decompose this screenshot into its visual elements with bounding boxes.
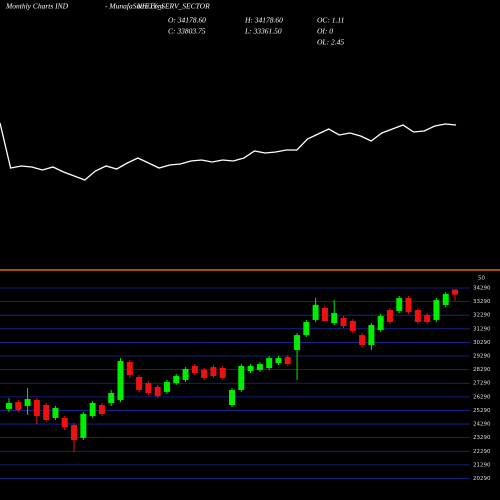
candle-body — [210, 367, 217, 377]
candle-body — [368, 325, 375, 346]
candle-body — [275, 358, 282, 363]
candle-body — [108, 393, 115, 403]
candle-body — [303, 322, 310, 336]
header-oi: OI: 0 — [317, 27, 333, 36]
corner-label: 50 — [478, 276, 485, 282]
header-ol: OL: 2.45 — [317, 38, 344, 47]
candle-body — [98, 405, 105, 414]
candle-body — [396, 298, 403, 311]
y-tick-label: 24290 — [473, 422, 491, 428]
y-tick-label: 25290 — [473, 408, 491, 414]
y-tick-label: 27290 — [473, 381, 491, 387]
candle-body — [405, 298, 412, 313]
header-low: L: 33361.50 — [244, 27, 282, 36]
candle-body — [61, 417, 68, 428]
header-left: Monthly Charts IND — [5, 2, 69, 11]
candle-body — [154, 386, 161, 397]
y-tick-label: 22290 — [473, 449, 491, 455]
candle-body — [331, 313, 338, 323]
y-tick-label: 26290 — [473, 394, 491, 400]
y-tick-label: 30290 — [473, 340, 491, 346]
candle-body — [433, 300, 440, 320]
candle-body — [229, 390, 235, 406]
y-tick-label: 28290 — [473, 367, 491, 373]
header-high: H: 34178.60 — [244, 16, 283, 25]
candle-body — [442, 293, 449, 306]
candle-body — [219, 368, 226, 378]
candle-body — [136, 376, 143, 391]
y-tick-label: 32290 — [473, 313, 491, 319]
candle-body — [386, 310, 393, 323]
y-tick-label: 21290 — [473, 462, 491, 468]
candle-body — [256, 364, 263, 371]
y-tick-label: 34290 — [473, 286, 491, 292]
candle-body — [359, 335, 366, 346]
header-open: O: 34178.60 — [168, 16, 206, 25]
y-tick-label: 23290 — [473, 435, 491, 441]
indicator-line — [0, 122, 457, 181]
candle-body — [15, 402, 22, 411]
candle-body — [117, 361, 124, 400]
header-close: C: 33803.75 — [168, 27, 206, 36]
candle-body — [191, 365, 198, 374]
candle-body — [414, 310, 421, 323]
candle-body — [173, 376, 180, 383]
y-tick-label: 20290 — [473, 476, 491, 482]
candle-body — [89, 402, 96, 417]
candle-body — [24, 399, 31, 406]
candle-body — [247, 365, 254, 371]
candle-body — [377, 316, 384, 331]
candle-body — [6, 402, 12, 409]
candle-body — [340, 317, 347, 326]
candle-body — [43, 405, 50, 420]
candle-body — [145, 382, 152, 394]
candle-body — [284, 357, 291, 365]
candle-body — [201, 370, 208, 378]
candle-body — [52, 408, 59, 418]
header-symbol: NIFTY_SERV_SECTOR — [136, 2, 210, 11]
y-tick-label: 29290 — [473, 354, 491, 360]
candle-body — [294, 335, 301, 351]
y-tick-label: 31290 — [473, 326, 491, 332]
candle-body — [424, 315, 431, 323]
candle-body — [182, 368, 189, 380]
y-tick-label: 33290 — [473, 299, 491, 305]
candle-body — [349, 320, 356, 331]
header-site: - MunafaSutra.com — [105, 2, 164, 11]
candle-body — [80, 413, 87, 438]
candle-body — [238, 365, 245, 391]
candle-body — [33, 399, 40, 417]
candle-body — [312, 304, 319, 320]
candle-body — [163, 382, 170, 392]
candle-body — [71, 425, 78, 440]
candle-body — [126, 362, 133, 375]
candle-body — [266, 358, 273, 368]
header-oc: OC: 1.11 — [317, 16, 344, 25]
candle-body — [321, 308, 328, 322]
candle-body — [452, 289, 458, 295]
